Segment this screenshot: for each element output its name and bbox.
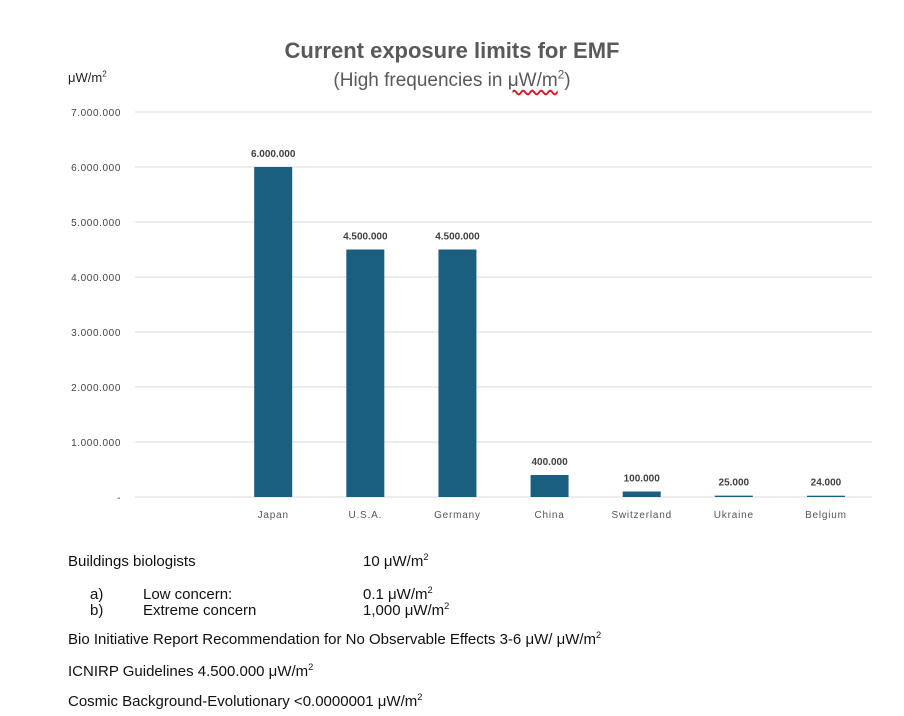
data-label: 4.500.000 xyxy=(435,232,480,243)
bar xyxy=(346,249,385,497)
note-marker: a) xyxy=(90,586,104,603)
data-label: 400.000 xyxy=(531,457,568,468)
bar xyxy=(622,491,661,497)
y-axis-unit-label: μW/m2 xyxy=(68,69,107,85)
bar xyxy=(438,249,477,497)
note-value: 10 μW/m2 xyxy=(363,552,429,570)
data-label: 4.500.000 xyxy=(343,232,388,243)
x-tick-label: Switzerland xyxy=(611,510,672,521)
data-label: 100.000 xyxy=(624,474,661,485)
y-tick-label: - xyxy=(117,493,121,504)
note-low-concern: a) Low concern: 0.1 μW/m2 xyxy=(90,585,433,603)
note-cosmic: Cosmic Background-Evolutionary <0.000000… xyxy=(68,692,423,710)
x-tick-label: Japan xyxy=(258,510,289,521)
bar xyxy=(806,495,845,497)
y-tick-label: 4.000.000 xyxy=(71,273,121,284)
x-tick-label: Germany xyxy=(434,510,481,521)
y-tick-label: 2.000.000 xyxy=(71,383,121,394)
note-label: Extreme concern xyxy=(143,602,257,619)
x-tick-label: Ukraine xyxy=(714,510,754,521)
y-tick-label: 3.000.000 xyxy=(71,328,121,339)
y-tick-label: 1.000.000 xyxy=(71,438,121,449)
bar xyxy=(714,495,753,497)
chart-subtitle: (High frequencies in μW/m2) xyxy=(333,68,571,91)
note-extreme-concern: b) Extreme concern 1,000 μW/m2 xyxy=(90,601,449,619)
y-tick-label: 6.000.000 xyxy=(71,163,121,174)
y-tick-label: 5.000.000 xyxy=(71,218,121,229)
x-tick-label: U.S.A. xyxy=(348,510,382,521)
bar xyxy=(254,167,293,497)
x-tick-label: Belgium xyxy=(805,510,847,521)
data-label: 24.000 xyxy=(811,478,842,489)
x-tick-label: China xyxy=(534,510,564,521)
data-label: 25.000 xyxy=(719,478,750,489)
bar-chart: - 1.000.000 2.000.000 3.000.000 4.000.000 5.0… xyxy=(71,108,872,521)
bar xyxy=(530,475,569,497)
note-label: Low concern: xyxy=(143,586,233,603)
data-label: 6.000.000 xyxy=(251,149,296,160)
note-value: 1,000 μW/m2 xyxy=(363,601,450,619)
note-marker: b) xyxy=(90,602,104,619)
note-value: 0.1 μW/m2 xyxy=(363,585,433,603)
y-tick-label: 7.000.000 xyxy=(71,108,121,119)
chart-title: Current exposure limits for EMF xyxy=(284,38,620,63)
note-bioinitiative: Bio Initiative Report Recommendation for… xyxy=(68,630,602,648)
note-icnirp: ICNIRP Guidelines 4.500.000 μW/m2 xyxy=(68,662,314,680)
note-label: Buildings biologists xyxy=(68,553,196,570)
note-building-biologists: Buildings biologists 10 μW/m2 xyxy=(68,552,429,570)
